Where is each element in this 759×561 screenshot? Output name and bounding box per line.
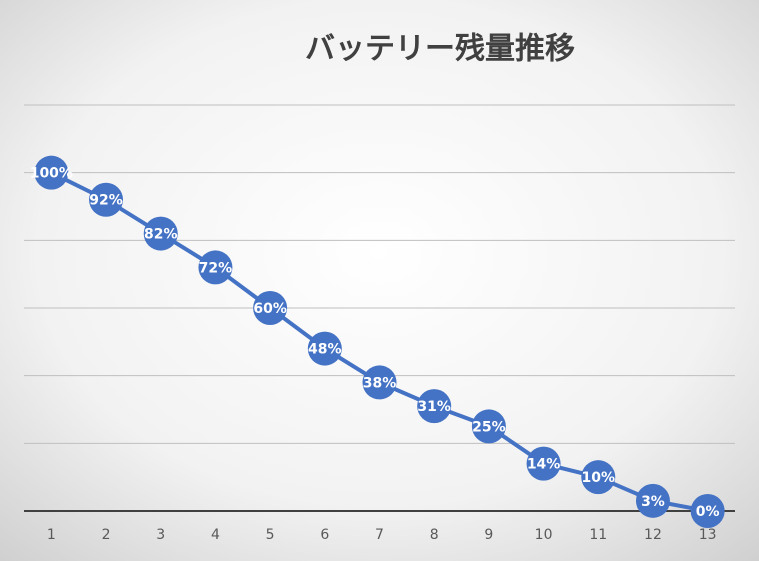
data-label: 60%	[253, 301, 287, 317]
data-label: 38%	[363, 375, 397, 391]
x-tick-label: 3	[156, 527, 165, 543]
data-label: 100%	[30, 166, 73, 182]
x-tick-label: 2	[102, 527, 111, 543]
data-label: 3%	[641, 494, 665, 510]
data-label: 25%	[472, 419, 506, 435]
data-point	[307, 331, 342, 366]
data-label: 82%	[144, 227, 178, 243]
data-point	[417, 389, 452, 424]
data-point	[581, 460, 616, 495]
data-label: 72%	[199, 260, 233, 276]
x-tick-label: 5	[266, 527, 275, 543]
data-point	[471, 409, 506, 444]
data-point	[635, 483, 670, 518]
x-tick-label: 13	[699, 527, 717, 543]
x-tick-label: 7	[375, 527, 384, 543]
data-point	[362, 365, 397, 400]
x-tick-label: 6	[320, 527, 329, 543]
data-label: 10%	[582, 470, 616, 486]
data-point	[690, 494, 725, 528]
x-tick-label: 12	[644, 527, 662, 543]
data-label: 31%	[417, 399, 451, 415]
data-point	[526, 446, 561, 481]
data-label: 14%	[527, 457, 561, 473]
x-tick-label: 1	[47, 527, 56, 543]
x-tick-label: 9	[484, 527, 493, 543]
data-label: 92%	[89, 193, 123, 209]
data-label: 0%	[696, 504, 720, 520]
x-tick-label: 10	[535, 527, 553, 543]
x-tick-label: 4	[211, 527, 220, 543]
data-point	[198, 250, 233, 285]
chart-title: バッテリー残量推移	[305, 32, 575, 67]
data-point	[89, 182, 124, 217]
data-point	[143, 216, 178, 251]
data-label: 48%	[308, 342, 342, 358]
x-tick-label: 8	[430, 527, 439, 543]
data-point	[34, 155, 69, 190]
data-point	[253, 291, 288, 325]
x-tick-label: 11	[589, 527, 607, 543]
